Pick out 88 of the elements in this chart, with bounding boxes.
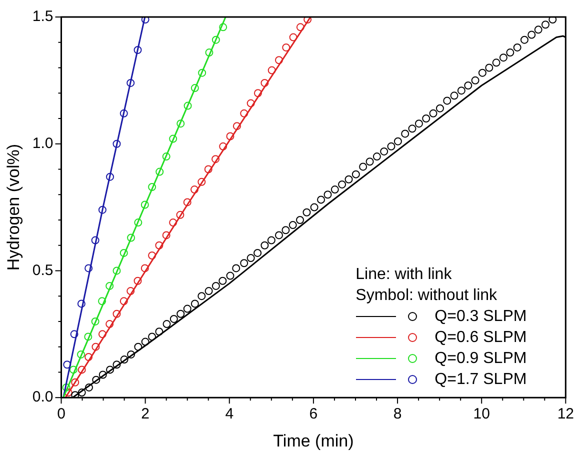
point bbox=[198, 68, 206, 77]
point bbox=[92, 342, 100, 351]
point bbox=[268, 66, 276, 74]
legend-label: Q=0.3 SLPM bbox=[434, 306, 527, 327]
point bbox=[254, 89, 262, 98]
x-tick-label: 6 bbox=[309, 406, 318, 423]
x-tick-label: 4 bbox=[225, 406, 234, 423]
point bbox=[106, 172, 114, 181]
point bbox=[169, 218, 178, 227]
point bbox=[91, 317, 100, 326]
point bbox=[126, 78, 135, 87]
point bbox=[184, 102, 192, 110]
point bbox=[282, 43, 290, 52]
point bbox=[98, 206, 106, 214]
y-axis-title: Hydrogen (vol%) bbox=[4, 144, 23, 271]
point bbox=[204, 165, 212, 174]
point bbox=[176, 210, 184, 219]
point bbox=[232, 122, 241, 130]
point bbox=[140, 264, 149, 272]
point bbox=[84, 332, 92, 341]
point bbox=[84, 353, 93, 362]
point bbox=[134, 46, 142, 54]
x-tick-label: 0 bbox=[57, 406, 66, 423]
point bbox=[78, 366, 86, 374]
x-tick-label: 10 bbox=[473, 406, 490, 423]
point bbox=[106, 320, 114, 328]
point bbox=[205, 48, 214, 57]
point bbox=[98, 297, 106, 306]
point bbox=[219, 23, 228, 32]
point bbox=[289, 33, 298, 42]
point bbox=[112, 266, 121, 275]
point bbox=[112, 140, 121, 148]
x-tick-label: 8 bbox=[393, 406, 402, 423]
point bbox=[212, 36, 220, 44]
x-tick-label: 12 bbox=[557, 406, 574, 423]
point bbox=[127, 234, 136, 242]
y-tick-label: 0.0 bbox=[32, 388, 54, 406]
point bbox=[112, 310, 121, 318]
point bbox=[141, 17, 150, 24]
x-tick-label: 2 bbox=[141, 406, 150, 423]
point bbox=[120, 297, 128, 306]
point bbox=[148, 183, 156, 191]
point bbox=[190, 186, 198, 194]
point bbox=[106, 282, 114, 290]
point bbox=[140, 200, 149, 209]
point bbox=[226, 132, 234, 140]
point bbox=[84, 264, 93, 272]
point bbox=[212, 155, 220, 164]
point bbox=[240, 109, 248, 118]
point bbox=[120, 109, 128, 118]
point bbox=[148, 252, 156, 260]
legend-label: Q=0.6 SLPM bbox=[434, 328, 527, 348]
point bbox=[134, 276, 142, 285]
y-tick-label: 0.5 bbox=[32, 262, 54, 279]
point bbox=[246, 99, 255, 108]
legend-label: Q=0.9 SLPM bbox=[434, 348, 527, 369]
point bbox=[63, 360, 72, 369]
point bbox=[162, 231, 170, 240]
point bbox=[70, 330, 78, 338]
point bbox=[183, 198, 192, 206]
annotation: Line: with link bbox=[356, 264, 453, 285]
y-tick-label: 1.0 bbox=[32, 135, 54, 152]
point bbox=[77, 300, 86, 308]
point bbox=[134, 218, 142, 227]
point bbox=[126, 287, 135, 296]
point bbox=[98, 330, 106, 338]
legend-label: Q=1.7 SLPM bbox=[434, 370, 527, 390]
point bbox=[304, 17, 312, 24]
x-axis-title: Time (min) bbox=[273, 431, 354, 450]
point bbox=[120, 248, 128, 257]
point bbox=[62, 383, 70, 392]
point bbox=[91, 236, 100, 244]
point bbox=[198, 178, 206, 186]
annotation: Symbol: without link bbox=[356, 286, 498, 306]
point bbox=[155, 241, 164, 250]
point bbox=[190, 84, 199, 92]
point bbox=[162, 152, 170, 161]
point bbox=[77, 350, 86, 358]
point bbox=[156, 168, 164, 176]
point bbox=[219, 142, 228, 150]
point bbox=[169, 134, 178, 143]
point bbox=[69, 366, 78, 374]
point bbox=[176, 120, 185, 128]
y-tick-label: 1.5 bbox=[32, 8, 54, 26]
point bbox=[260, 78, 269, 87]
point bbox=[71, 378, 80, 386]
point bbox=[274, 56, 283, 64]
point bbox=[296, 23, 304, 32]
